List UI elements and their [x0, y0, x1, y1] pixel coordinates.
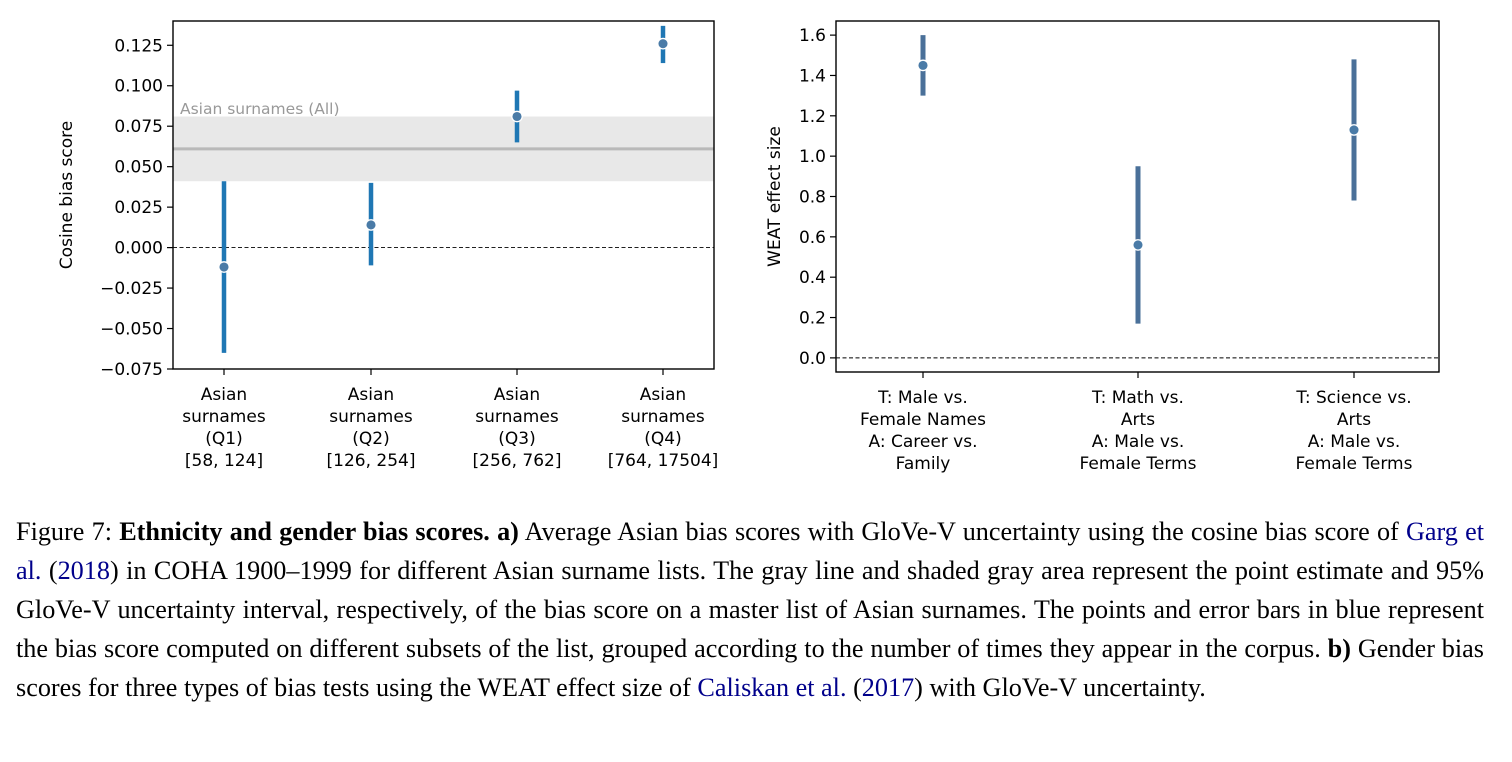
figure-7-charts: Asian surnames (All) 0.125 0.100 0.075 0.050…: [57, 20, 1440, 474]
caption-b-label: b): [1327, 634, 1351, 663]
y-tick-label-a-2: 0.075: [114, 117, 163, 137]
caption-text-4: ) with GloVe-V uncertainty.: [914, 673, 1206, 702]
y-tick-label-a-4: 0.025: [114, 198, 163, 218]
figure-caption: Figure 7: Ethnicity and gender bias scor…: [16, 512, 1484, 707]
x-tick-label-a-3: Asian surnames (Q4) [764, 17504]: [608, 385, 719, 471]
data-point-a-1: [365, 219, 377, 231]
x-tick-label-line-a-3-0: Asian: [640, 385, 686, 405]
x-tick-label-b-2: T: Science vs. Arts A: Male vs. Female Term…: [1295, 388, 1412, 474]
y-tick-label-b-7: 0.2: [799, 309, 826, 329]
x-tick-label-line-a-0-2: (Q1): [205, 429, 242, 449]
x-tick-label-line-a-0-1: surnames: [182, 407, 266, 427]
x-tick-label-line-a-1-2: (Q2): [352, 429, 389, 449]
x-tick-label-line-a-3-2: (Q4): [644, 429, 681, 449]
x-tick-label-line-b-1-1: Arts: [1121, 410, 1155, 430]
caption-text-1: Average Asian bias scores with GloVe-V u…: [518, 517, 1406, 546]
data-point-a-2: [511, 110, 523, 123]
x-tick-label-b-1: T: Math vs. Arts A: Male vs. Female Terms: [1080, 388, 1197, 474]
x-tick-label-line-a-0-3: [58, 124]: [185, 451, 263, 471]
x-tick-label-line-b-0-2: A: Career vs.: [869, 432, 978, 452]
x-tick-label-a-1: Asian surnames (Q2) [126, 254]: [327, 385, 416, 471]
y-tick-label-b-3: 1.0: [799, 147, 826, 167]
x-tick-label-line-a-1-0: Asian: [348, 385, 394, 405]
y-tick-label-b-5: 0.6: [799, 228, 826, 248]
y-tick-label-b-6: 0.4: [799, 268, 826, 288]
x-tick-label-line-b-0-1: Female Names: [860, 410, 986, 430]
y-tick-label-a-1: 0.100: [114, 77, 163, 97]
data-point-a-3: [657, 37, 669, 50]
x-tick-label-line-a-3-1: surnames: [621, 407, 705, 427]
plot-frame-a: [172, 20, 715, 370]
data-point-b-0: [917, 59, 929, 72]
y-tick-label-b-4: 0.8: [799, 188, 826, 208]
x-tick-label-line-a-2-1: surnames: [475, 407, 559, 427]
x-tick-label-line-a-2-2: (Q3): [498, 429, 535, 449]
data-point-b-2: [1348, 124, 1360, 136]
y-tick-label-a-3: 0.050: [114, 158, 163, 178]
y-axis-label-b: WEAT effect size: [765, 126, 785, 267]
y-tick-label-b-1: 1.4: [799, 66, 826, 86]
y-tick-label-a-6: −0.025: [100, 279, 163, 299]
x-tick-label-line-a-3-3: [764, 17504]: [608, 451, 719, 471]
caption-figure-label: Figure 7:: [16, 517, 112, 546]
x-tick-label-line-b-0-3: Family: [896, 454, 951, 474]
reference-label-a: Asian surnames (All): [180, 100, 340, 118]
x-tick-label-line-b-0-0: T: Male vs.: [877, 388, 968, 408]
caption-text-2: ) in COHA 1900–1999 for different Asian …: [16, 556, 1484, 663]
x-tick-label-line-b-1-3: Female Terms: [1080, 454, 1197, 474]
y-tick-label-b-0: 1.6: [799, 26, 826, 46]
figure: Asian surnames (All) 0.125 0.100 0.075 0.050…: [57, 20, 1440, 474]
x-tick-label-a-0: Asian surnames (Q1) [58, 124]: [182, 385, 266, 471]
x-tick-label-line-a-1-1: surnames: [329, 407, 413, 427]
citation-caliskan-year[interactable]: 2017: [861, 673, 915, 702]
data-point-a-0: [218, 261, 230, 273]
y-tick-label-a-8: −0.075: [100, 360, 163, 380]
y-tick-label-a-0: 0.125: [114, 36, 163, 56]
x-tick-label-line-b-2-3: Female Terms: [1296, 454, 1413, 474]
y-tick-label-a-5: 0.000: [114, 239, 163, 259]
caption-text-3: Gender bias scores for three types of bi…: [16, 634, 1484, 702]
citation-garg-open: (: [41, 556, 58, 585]
x-tick-label-line-a-1-3: [126, 254]: [327, 451, 416, 471]
x-tick-label-a-2: Asian surnames (Q3) [256, 762]: [473, 385, 562, 471]
x-tick-label-line-a-2-3: [256, 762]: [473, 451, 562, 471]
citation-caliskan-open: (: [846, 673, 862, 702]
x-tick-label-b-0: T: Male vs. Female Names A: Career vs. Fami…: [860, 388, 986, 474]
x-tick-label-line-b-1-0: T: Math vs.: [1091, 388, 1184, 408]
caption-title: Ethnicity and gender bias scores.: [119, 517, 490, 546]
y-tick-label-b-8: 0.0: [799, 349, 826, 369]
x-tick-label-line-a-2-0: Asian: [494, 385, 540, 405]
x-tick-label-line-b-1-2: A: Male vs.: [1092, 432, 1184, 452]
y-axis-label-a: Cosine bias score: [57, 121, 77, 269]
caption-a-label: a): [497, 517, 519, 546]
x-tick-label-line-a-0-0: Asian: [201, 385, 247, 405]
x-tick-label-line-b-2-0: T: Science vs.: [1295, 388, 1411, 408]
x-tick-label-line-b-2-2: A: Male vs.: [1308, 432, 1400, 452]
citation-garg-year[interactable]: 2018: [57, 556, 110, 585]
x-tick-label-line-b-2-1: Arts: [1337, 410, 1371, 430]
citation-garg-author[interactable]: Garg et al.: [16, 517, 1485, 585]
y-tick-label-a-7: −0.050: [100, 320, 163, 340]
data-point-b-1: [1132, 239, 1144, 251]
y-tick-label-b-2: 1.2: [799, 107, 826, 127]
citation-caliskan-author[interactable]: Caliskan et al.: [697, 673, 847, 702]
